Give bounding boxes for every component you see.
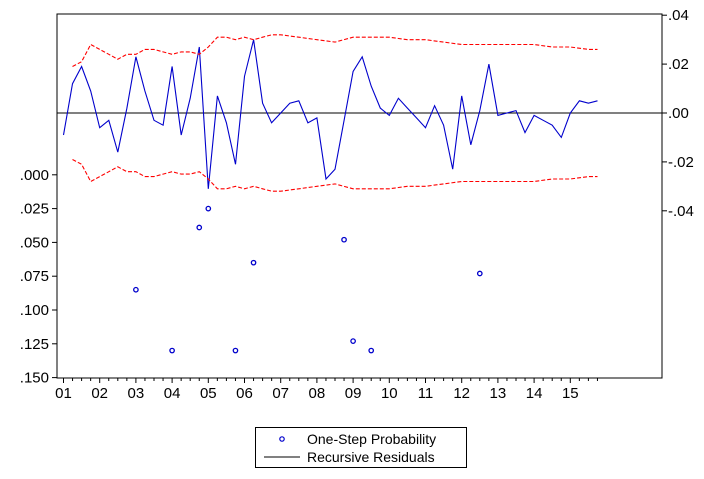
x-tick-label: 12	[453, 385, 470, 402]
x-tick-label: 04	[164, 385, 181, 402]
circle-marker-icon	[279, 436, 285, 442]
legend-label: One-Step Probability	[307, 431, 437, 447]
x-tick-label: 10	[381, 385, 398, 402]
left-tick-label: .100	[20, 302, 49, 319]
probability-point	[232, 347, 239, 354]
legend-label: Recursive Residuals	[307, 449, 435, 465]
probability-point	[341, 236, 347, 243]
left-tick-label: .150	[20, 370, 49, 387]
left-tick-label: .025	[20, 201, 49, 218]
x-tick-label: 05	[200, 385, 217, 402]
left-tick-label: .000	[20, 167, 49, 184]
recursive-residuals-line	[62, 39, 598, 189]
x-tick-label: 01	[55, 385, 72, 402]
probability-point	[350, 338, 356, 344]
probability-point	[476, 270, 483, 277]
legend-item-one-step-probability: One-Step Probability	[256, 430, 466, 448]
x-tick-label: 07	[272, 385, 289, 402]
probability-point	[368, 347, 375, 354]
x-tick-label: 13	[490, 385, 507, 402]
upper-band-line	[72, 34, 598, 67]
x-tick-label: 11	[418, 385, 434, 402]
probability-point	[133, 286, 139, 293]
right-tick-label: .00	[668, 105, 689, 122]
plot-frame	[56, 13, 663, 379]
left-tick-label: .075	[20, 268, 49, 285]
probability-point	[250, 259, 257, 266]
right-tick-label: -.04	[668, 203, 694, 220]
x-tick-label: 08	[309, 385, 326, 402]
x-tick-label: 06	[236, 385, 253, 402]
right-tick-label: -.02	[668, 154, 694, 171]
x-tick-label: 02	[91, 385, 108, 402]
probability-point	[205, 205, 212, 212]
lower-band-line	[72, 159, 598, 192]
right-tick-label: .04	[668, 7, 689, 24]
probability-point	[169, 347, 175, 354]
right-tick-label: .02	[668, 56, 689, 73]
line-symbol-icon	[264, 456, 300, 458]
x-tick-label: 03	[128, 385, 145, 402]
left-tick-label: .125	[20, 336, 49, 353]
legend: One-Step Probability Recursive Residuals	[255, 427, 467, 468]
legend-item-recursive-residuals: Recursive Residuals	[256, 448, 466, 466]
x-tick-label: 14	[526, 385, 543, 402]
x-tick-label: 15	[562, 385, 579, 402]
left-tick-label: .050	[20, 234, 49, 251]
probability-point	[196, 224, 203, 231]
x-tick-label: 09	[345, 385, 362, 402]
